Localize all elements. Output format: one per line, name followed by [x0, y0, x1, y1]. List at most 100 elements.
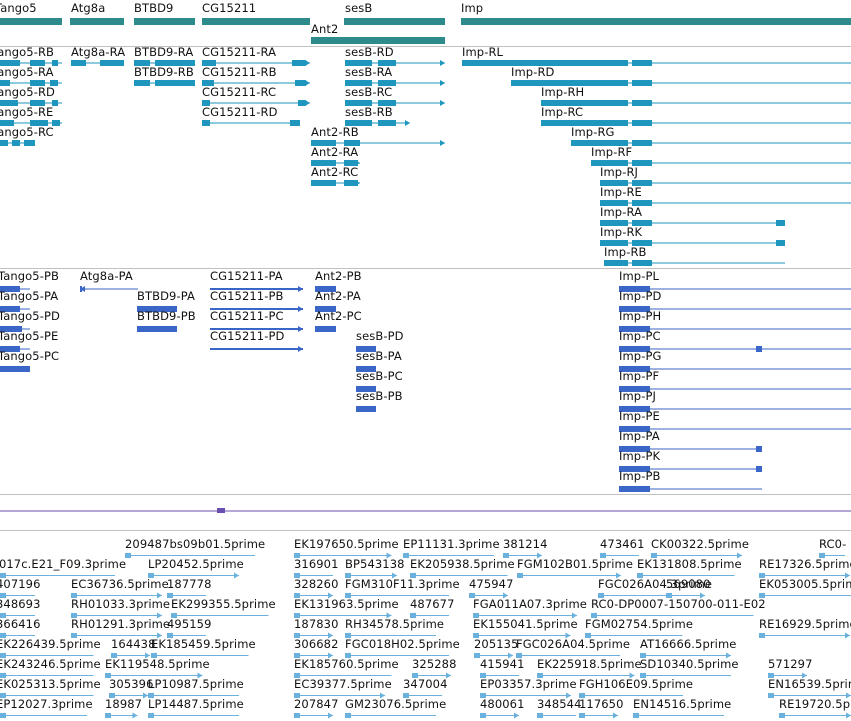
est-feature[interactable]: [290, 712, 337, 719]
est-label[interactable]: EP03357.3prime: [480, 677, 577, 691]
transcript-label-atg8a-ra[interactable]: Atg8a-RA: [71, 45, 126, 59]
transcript-feature-tango5-rc[interactable]: [0, 139, 39, 147]
transcript-feature-ant2-rb[interactable]: [307, 139, 449, 147]
est-feature[interactable]: [636, 652, 735, 659]
est-feature[interactable]: [533, 672, 639, 679]
est-label[interactable]: SD17.GG017c.E21_F09.3prime: [0, 557, 127, 571]
est-label[interactable]: EP11131.3prime: [403, 537, 500, 551]
est-label[interactable]: 495159: [167, 617, 212, 631]
transcript-feature-imp-rb[interactable]: [600, 259, 789, 267]
protein-label-sesb-pc[interactable]: sesB-PC: [356, 369, 403, 383]
protein-label-imp-pd[interactable]: Imp-PD: [619, 289, 662, 303]
est-label[interactable]: 348693: [0, 597, 41, 611]
est-label[interactable]: EK053005.5prime: [759, 577, 851, 591]
est-label[interactable]: GM23076.5prime: [345, 697, 447, 711]
transcript-feature-sesb-rc[interactable]: [341, 99, 449, 107]
transcript-feature-tango5-rb[interactable]: [0, 59, 66, 67]
transcript-label-imp-rd[interactable]: Imp-RD: [511, 65, 555, 79]
transcript-feature-sesb-ra[interactable]: [341, 79, 449, 87]
protein-label-btbd9-pb[interactable]: BTBD9-PB: [137, 309, 196, 323]
est-label[interactable]: EK243246.5prime: [0, 657, 101, 671]
est-label[interactable]: EK225918.5prime: [537, 657, 642, 671]
gene-feature-tango5[interactable]: [0, 17, 66, 26]
protein-label-sesb-pd[interactable]: sesB-PD: [356, 329, 404, 343]
protein-feature-cg15211-pb[interactable]: [206, 305, 307, 313]
est-label[interactable]: RH34578.5prime: [345, 617, 445, 631]
gene-label-ant2[interactable]: Ant2: [311, 22, 339, 36]
est-label[interactable]: LP20452.5prime: [148, 557, 244, 571]
est-label[interactable]: 415941: [480, 657, 525, 671]
est-feature[interactable]: [755, 572, 851, 579]
est-label[interactable]: RC0-DP0007-150700-011-E02: [591, 597, 766, 611]
protein-label-imp-pk[interactable]: Imp-PK: [619, 449, 661, 463]
transcript-label-imp-rj[interactable]: Imp-RJ: [600, 165, 639, 179]
est-label[interactable]: RC0-: [819, 537, 847, 551]
est-label[interactable]: AT16666.5prime: [640, 637, 737, 651]
transcript-label-imp-rh[interactable]: Imp-RH: [541, 85, 585, 99]
protein-feature-btbd9-pa[interactable]: [133, 305, 181, 313]
gene-feature-btbd9[interactable]: [130, 17, 199, 26]
est-label[interactable]: LP10987.5prime: [148, 677, 244, 691]
est-feature[interactable]: [121, 552, 259, 559]
protein-feature-tango5-pd[interactable]: [0, 325, 34, 333]
transcript-label-cg15211-ra[interactable]: CG15211-RA: [202, 45, 277, 59]
protein-feature-imp-pg[interactable]: [615, 365, 851, 373]
protein-feature-imp-pc[interactable]: [615, 345, 851, 353]
protein-feature-sesb-pd[interactable]: [352, 345, 380, 353]
protein-feature-ant2-pc[interactable]: [311, 325, 340, 333]
est-feature[interactable]: [67, 632, 166, 639]
transcript-feature-cg15211-rd[interactable]: [198, 119, 304, 127]
est-feature[interactable]: [662, 592, 709, 599]
protein-label-ant2-pb[interactable]: Ant2-PB: [315, 269, 362, 283]
est-feature[interactable]: [470, 652, 517, 659]
transcript-feature-imp-re[interactable]: [596, 199, 851, 207]
est-label[interactable]: FGC018H02.5prime: [345, 637, 460, 651]
protein-label-imp-pl[interactable]: Imp-PL: [619, 269, 659, 283]
est-label[interactable]: CK00322.5prime: [651, 537, 750, 551]
protein-feature-tango5-pc[interactable]: [0, 365, 34, 373]
est-label[interactable]: EK299355.5prime: [171, 597, 276, 611]
transcript-feature-imp-ra[interactable]: [596, 219, 789, 227]
protein-feature-imp-pj[interactable]: [615, 405, 851, 413]
protein-label-cg15211-pd[interactable]: CG15211-PD: [210, 329, 285, 343]
transcript-feature-imp-rk[interactable]: [596, 239, 789, 247]
transcript-feature-ant2-rc[interactable]: [307, 179, 364, 187]
est-label[interactable]: EN16539.5prime: [768, 677, 851, 691]
transcript-label-sesb-rc[interactable]: sesB-RC: [345, 85, 393, 99]
est-feature[interactable]: [399, 552, 498, 559]
transcript-feature-imp-rj[interactable]: [596, 179, 851, 187]
est-feature[interactable]: [513, 572, 625, 579]
transcript-feature-tango5-rd[interactable]: [0, 99, 66, 107]
transcript-label-imp-rg[interactable]: Imp-RG: [571, 125, 615, 139]
est-label[interactable]: 209487bs09b01.5prime: [125, 537, 266, 551]
est-feature[interactable]: [144, 572, 243, 579]
est-feature[interactable]: [476, 692, 575, 699]
gene-label-sesb[interactable]: sesB: [345, 1, 373, 15]
est-label[interactable]: EK185459.5prime: [151, 637, 256, 651]
est-label[interactable]: FGC026A04.5prime: [516, 637, 631, 651]
est-label[interactable]: FGM102B01.5prime: [517, 557, 633, 571]
protein-feature-imp-pa[interactable]: [615, 445, 766, 453]
est-feature[interactable]: [533, 712, 580, 719]
est-feature[interactable]: [290, 552, 396, 559]
transcript-label-tango5-re[interactable]: Tango5-RE: [0, 105, 54, 119]
est-label[interactable]: LP14487.5prime: [148, 697, 244, 711]
transcript-feature-sesb-rd[interactable]: [341, 59, 449, 67]
est-feature[interactable]: [105, 692, 152, 699]
est-feature[interactable]: [290, 592, 337, 599]
protein-feature-cg15211-pd[interactable]: [206, 345, 307, 353]
est-feature[interactable]: [0, 712, 91, 719]
est-label[interactable]: 348544: [537, 697, 582, 711]
est-label[interactable]: 473461: [600, 537, 645, 551]
protein-label-sesb-pb[interactable]: sesB-PB: [356, 389, 403, 403]
est-feature[interactable]: [101, 672, 207, 679]
est-feature[interactable]: [775, 712, 851, 719]
est-feature[interactable]: [476, 712, 523, 719]
est-feature[interactable]: [0, 612, 39, 619]
transcript-label-imp-re[interactable]: Imp-RE: [600, 185, 642, 199]
est-feature[interactable]: [512, 652, 624, 659]
est-label[interactable]: BP543138: [345, 557, 405, 571]
protein-label-tango5-pc[interactable]: Tango5-PC: [0, 349, 60, 363]
protein-label-imp-pe[interactable]: Imp-PE: [619, 409, 660, 423]
transcript-label-imp-rc[interactable]: Imp-RC: [541, 105, 584, 119]
